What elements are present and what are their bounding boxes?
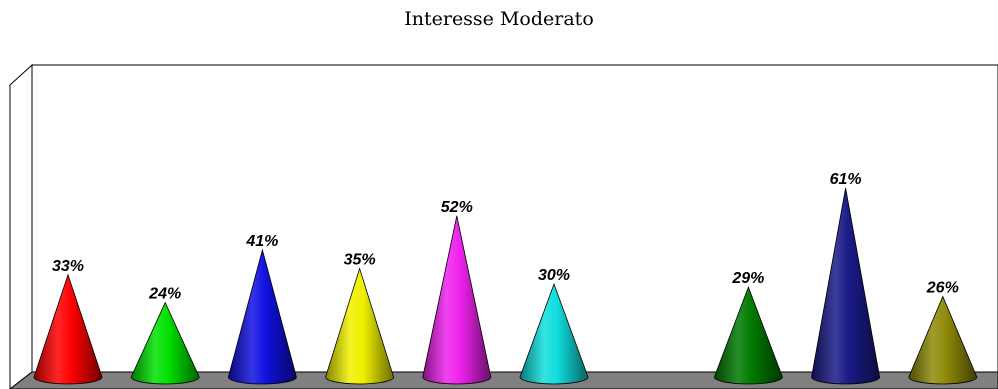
cone-bar xyxy=(33,273,103,385)
left-wall xyxy=(9,63,33,389)
data-label: 35% xyxy=(344,252,376,269)
cone-bar xyxy=(519,282,589,385)
cone-series xyxy=(33,187,978,385)
cone-bar xyxy=(130,301,200,385)
cone-bar xyxy=(422,215,492,385)
data-labels: 33% 24% 41% 35% 52% 30% 29% 61% 26% xyxy=(52,171,959,303)
chart-title: Interesse Moderato xyxy=(404,8,594,30)
data-label: 30% xyxy=(538,267,570,284)
data-label: 29% xyxy=(731,270,764,287)
data-label: 33% xyxy=(52,258,84,275)
cone-bar xyxy=(908,295,978,385)
data-label: 24% xyxy=(148,286,181,303)
cone-bar xyxy=(227,248,297,385)
cone-bar xyxy=(811,187,881,385)
data-label: 26% xyxy=(926,279,959,296)
cone-bar xyxy=(325,267,395,385)
data-label: 61% xyxy=(830,171,862,188)
data-label: 41% xyxy=(245,233,278,250)
cone-bar xyxy=(713,286,783,385)
data-label: 52% xyxy=(441,199,473,216)
